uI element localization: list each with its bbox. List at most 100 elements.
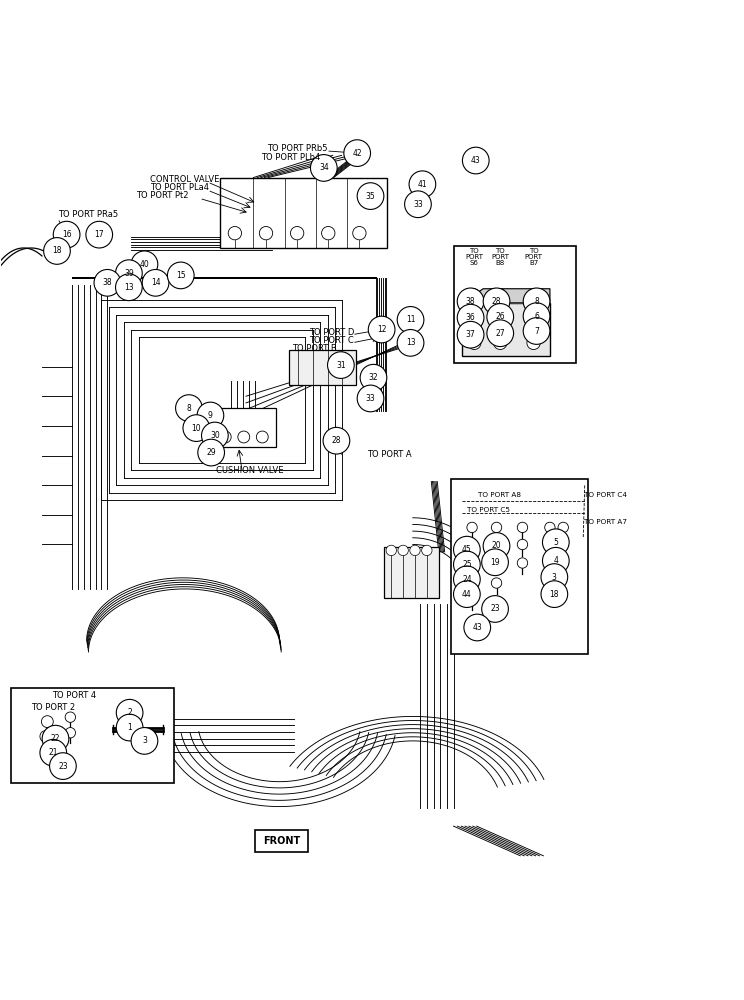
Polygon shape: [463, 289, 550, 303]
Text: 37: 37: [466, 330, 475, 339]
Circle shape: [40, 731, 52, 742]
Circle shape: [142, 269, 169, 296]
Text: 8: 8: [534, 297, 539, 306]
Text: 30: 30: [210, 431, 219, 440]
FancyBboxPatch shape: [384, 547, 440, 598]
Circle shape: [42, 725, 69, 752]
Circle shape: [65, 712, 75, 722]
Circle shape: [386, 545, 397, 556]
Circle shape: [353, 226, 366, 240]
Text: 21: 21: [48, 748, 58, 757]
Circle shape: [467, 593, 477, 604]
Circle shape: [558, 539, 568, 550]
Text: 26: 26: [496, 312, 505, 321]
Circle shape: [357, 183, 384, 209]
Text: TO PORT PLa4: TO PORT PLa4: [150, 183, 208, 192]
Circle shape: [260, 226, 273, 240]
Circle shape: [545, 556, 555, 567]
Circle shape: [397, 307, 424, 333]
Circle shape: [454, 566, 480, 593]
Text: 38: 38: [466, 297, 475, 306]
FancyBboxPatch shape: [452, 479, 589, 654]
Circle shape: [493, 304, 507, 318]
Circle shape: [483, 533, 510, 559]
Text: PORT: PORT: [525, 254, 542, 260]
Text: 14: 14: [151, 278, 161, 287]
Circle shape: [219, 431, 231, 443]
Text: PORT: PORT: [465, 254, 484, 260]
Circle shape: [44, 238, 71, 264]
FancyBboxPatch shape: [289, 350, 356, 385]
Text: 43: 43: [472, 623, 482, 632]
Circle shape: [528, 289, 539, 299]
Text: 28: 28: [332, 436, 341, 445]
Circle shape: [467, 556, 477, 567]
Text: TO PORT 2: TO PORT 2: [31, 703, 75, 712]
Text: 29: 29: [206, 448, 216, 457]
Circle shape: [469, 304, 479, 314]
Text: 6: 6: [534, 312, 539, 321]
Circle shape: [94, 269, 121, 296]
Text: 35: 35: [365, 192, 376, 201]
Circle shape: [197, 402, 224, 429]
Text: 22: 22: [51, 734, 60, 743]
Circle shape: [198, 439, 225, 466]
Circle shape: [368, 316, 395, 343]
Text: TO PORT PLb4: TO PORT PLb4: [261, 153, 320, 162]
Circle shape: [357, 385, 384, 412]
FancyBboxPatch shape: [463, 303, 550, 356]
Text: TO: TO: [529, 248, 539, 254]
Text: 1: 1: [127, 723, 132, 732]
Circle shape: [541, 581, 568, 607]
Circle shape: [202, 422, 228, 449]
Text: 28: 28: [492, 297, 501, 306]
Text: 13: 13: [405, 338, 415, 347]
Circle shape: [290, 226, 304, 240]
Text: 31: 31: [336, 361, 346, 370]
Text: 43: 43: [471, 156, 481, 165]
Circle shape: [115, 260, 142, 287]
Text: 23: 23: [490, 604, 500, 613]
Text: 18: 18: [52, 246, 62, 255]
Text: 38: 38: [103, 278, 112, 287]
Text: 42: 42: [353, 149, 362, 158]
Circle shape: [542, 529, 569, 556]
Text: S6: S6: [470, 260, 478, 266]
Circle shape: [491, 558, 501, 568]
Text: 44: 44: [462, 590, 472, 599]
FancyBboxPatch shape: [454, 246, 576, 363]
Circle shape: [527, 319, 540, 332]
Text: 19: 19: [490, 558, 500, 567]
Circle shape: [131, 251, 158, 278]
Circle shape: [454, 581, 480, 607]
Circle shape: [558, 522, 568, 533]
Circle shape: [86, 221, 112, 248]
Text: 23: 23: [58, 762, 68, 771]
Text: TO PORT C: TO PORT C: [309, 336, 353, 345]
Circle shape: [183, 415, 210, 441]
Text: 7: 7: [534, 327, 539, 336]
Circle shape: [167, 262, 194, 289]
Circle shape: [469, 289, 479, 299]
Circle shape: [65, 728, 75, 738]
Text: 16: 16: [62, 230, 71, 239]
Circle shape: [458, 288, 484, 315]
Circle shape: [545, 539, 555, 550]
Circle shape: [541, 564, 568, 590]
Text: TO PORT C5: TO PORT C5: [467, 507, 510, 513]
Text: 13: 13: [124, 283, 134, 292]
Text: B7: B7: [529, 260, 538, 266]
Circle shape: [40, 739, 67, 766]
Circle shape: [49, 744, 61, 756]
Text: TO PORT PRa5: TO PORT PRa5: [58, 210, 118, 219]
Circle shape: [458, 321, 484, 348]
Text: 18: 18: [550, 590, 559, 599]
Circle shape: [454, 551, 480, 578]
Circle shape: [468, 304, 481, 318]
Text: 15: 15: [176, 271, 185, 280]
Circle shape: [397, 330, 424, 356]
Circle shape: [481, 596, 508, 622]
Circle shape: [469, 321, 479, 331]
Circle shape: [228, 226, 242, 240]
Circle shape: [454, 536, 480, 563]
